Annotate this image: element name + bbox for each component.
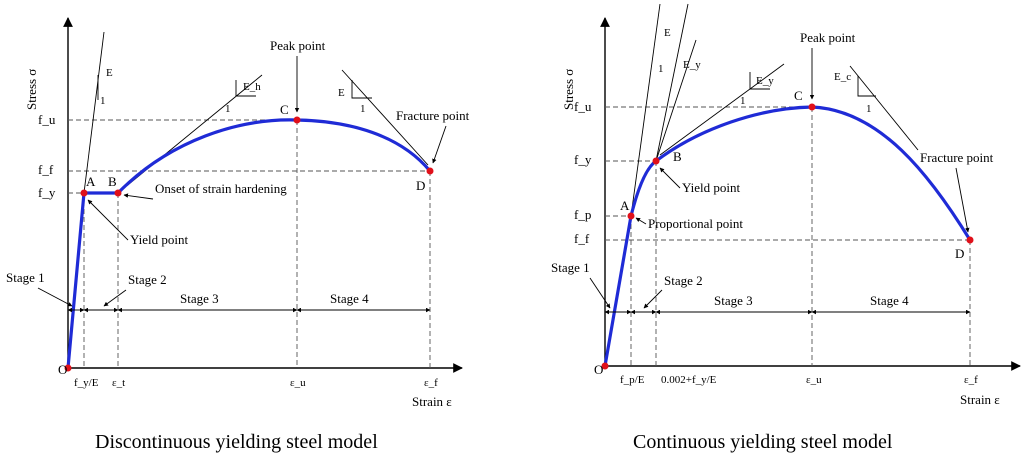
right-y-axis-label: Stress σ [561, 69, 576, 110]
left-yield-arrow [87, 199, 129, 241]
right-stage3-label: Stage 3 [714, 293, 753, 308]
left-softening-tangent [341, 69, 429, 166]
right-ec-triangle [857, 76, 876, 97]
right-point-c [808, 103, 816, 111]
left-stage1-label: Stage 1 [6, 270, 45, 285]
left-elastic-line [83, 31, 105, 194]
left-fracture-arrow [432, 125, 447, 164]
left-stage2-arrow [103, 289, 127, 307]
left-stage3-label: Stage 3 [180, 291, 219, 306]
left-yield-label: Yield point [130, 232, 189, 247]
right-point-a [627, 212, 635, 220]
left-eh-triangle [235, 80, 256, 97]
right-offset-line [655, 3, 689, 162]
left-x-axis-label: Strain ε [412, 394, 452, 409]
left-label-o: O [58, 362, 67, 377]
right-fracture-label: Fracture point [920, 150, 994, 165]
left-label-e2: E [338, 87, 345, 99]
right-label-one: 1 [658, 63, 664, 75]
left-caption: Discontinuous yielding steel model [95, 431, 378, 453]
right-proportional-label: Proportional point [648, 216, 743, 231]
left-hardening-label: Onset of strain hardening [155, 181, 287, 196]
left-xtick-et: ε_t [112, 377, 125, 389]
right-label-d: D [955, 246, 964, 261]
right-point-d [966, 236, 974, 244]
right-label-a: A [620, 198, 630, 213]
left-xtick-fy-e: f_y/E [74, 377, 99, 389]
left-stress-strain-curve [66, 118, 432, 370]
right-panel: Stress σ Strain ε f_u f_y f_p f_f f_p/E … [551, 3, 1021, 453]
left-ytick-fy: f_y [38, 185, 56, 200]
left-point-b [114, 189, 122, 197]
right-yield-arrow [659, 167, 681, 189]
right-label-e: E [664, 27, 671, 39]
left-point-d [426, 167, 434, 175]
right-xtick-eu: ε_u [806, 374, 822, 386]
right-stage1-arrow [589, 277, 611, 309]
left-y-axis-label: Stress σ [24, 69, 39, 110]
left-panel: Stress σ Strain ε f_u f_f f_y f_y/E ε_t … [6, 17, 470, 453]
right-ytick-ff: f_f [574, 231, 590, 246]
left-label-d: D [416, 178, 425, 193]
right-label-c: C [794, 88, 803, 103]
right-ey-triangle [749, 72, 770, 90]
left-xtick-eu: ε_u [290, 377, 306, 389]
right-ytick-fu: f_u [574, 99, 592, 114]
right-point-b [652, 157, 660, 165]
right-label-o: O [594, 362, 603, 377]
left-label-b: B [108, 174, 117, 189]
left-peak-label: Peak point [270, 38, 326, 53]
right-xtick-offset: 0.002+f_y/E [661, 374, 717, 386]
left-hardening-arrow [123, 193, 154, 200]
left-label-one: 1 [100, 95, 106, 107]
right-label-ey: E_y [683, 59, 701, 71]
left-stage2-label: Stage 2 [128, 272, 167, 287]
right-fracture-arrow [955, 167, 970, 233]
left-ytick-fu: f_u [38, 112, 56, 127]
right-stage4-label: Stage 4 [870, 293, 909, 308]
right-xtick-ef: ε_f [964, 374, 978, 386]
left-point-c [293, 116, 301, 124]
right-label-b: B [673, 149, 682, 164]
right-stage1-label: Stage 1 [551, 260, 590, 275]
left-fracture-label: Fracture point [396, 108, 470, 123]
left-label-eh: E_h [243, 81, 261, 93]
left-stage4-label: Stage 4 [330, 291, 369, 306]
right-label-ey2: E_y [756, 75, 774, 87]
right-stage2-arrow [643, 289, 663, 309]
left-label-a: A [86, 174, 96, 189]
right-ytick-fp: f_p [574, 207, 591, 222]
left-point-a [80, 189, 88, 197]
left-xtick-ef: ε_f [424, 377, 438, 389]
right-stress-strain-curve [603, 105, 972, 368]
left-point-o [64, 364, 72, 372]
right-ytick-fy: f_y [574, 152, 592, 167]
right-xtick-fp-e: f_p/E [620, 374, 645, 386]
right-stage2-label: Stage 2 [664, 273, 703, 288]
left-label-one-c: 1 [360, 103, 366, 115]
right-proportional-arrow [635, 217, 647, 225]
right-ey-line [655, 39, 697, 162]
right-caption: Continuous yielding steel model [633, 431, 893, 453]
left-stage1-arrow [37, 287, 73, 307]
right-label-one-b: 1 [740, 95, 746, 107]
left-label-c: C [280, 102, 289, 117]
right-point-o [601, 362, 609, 370]
right-x-axis-label: Strain ε [960, 392, 1000, 407]
left-label-one-b: 1 [225, 103, 231, 115]
right-label-ec: E_c [834, 71, 851, 83]
left-ytick-ff: f_f [38, 162, 54, 177]
right-peak-label: Peak point [800, 30, 856, 45]
right-softening-tangent [849, 65, 919, 151]
right-hardening-tangent [659, 63, 785, 156]
right-label-one-c: 1 [866, 103, 872, 115]
right-yield-label: Yield point [682, 180, 741, 195]
left-e-triangle [351, 80, 372, 99]
right-elastic-line [630, 3, 661, 217]
left-label-e: E [106, 67, 113, 79]
